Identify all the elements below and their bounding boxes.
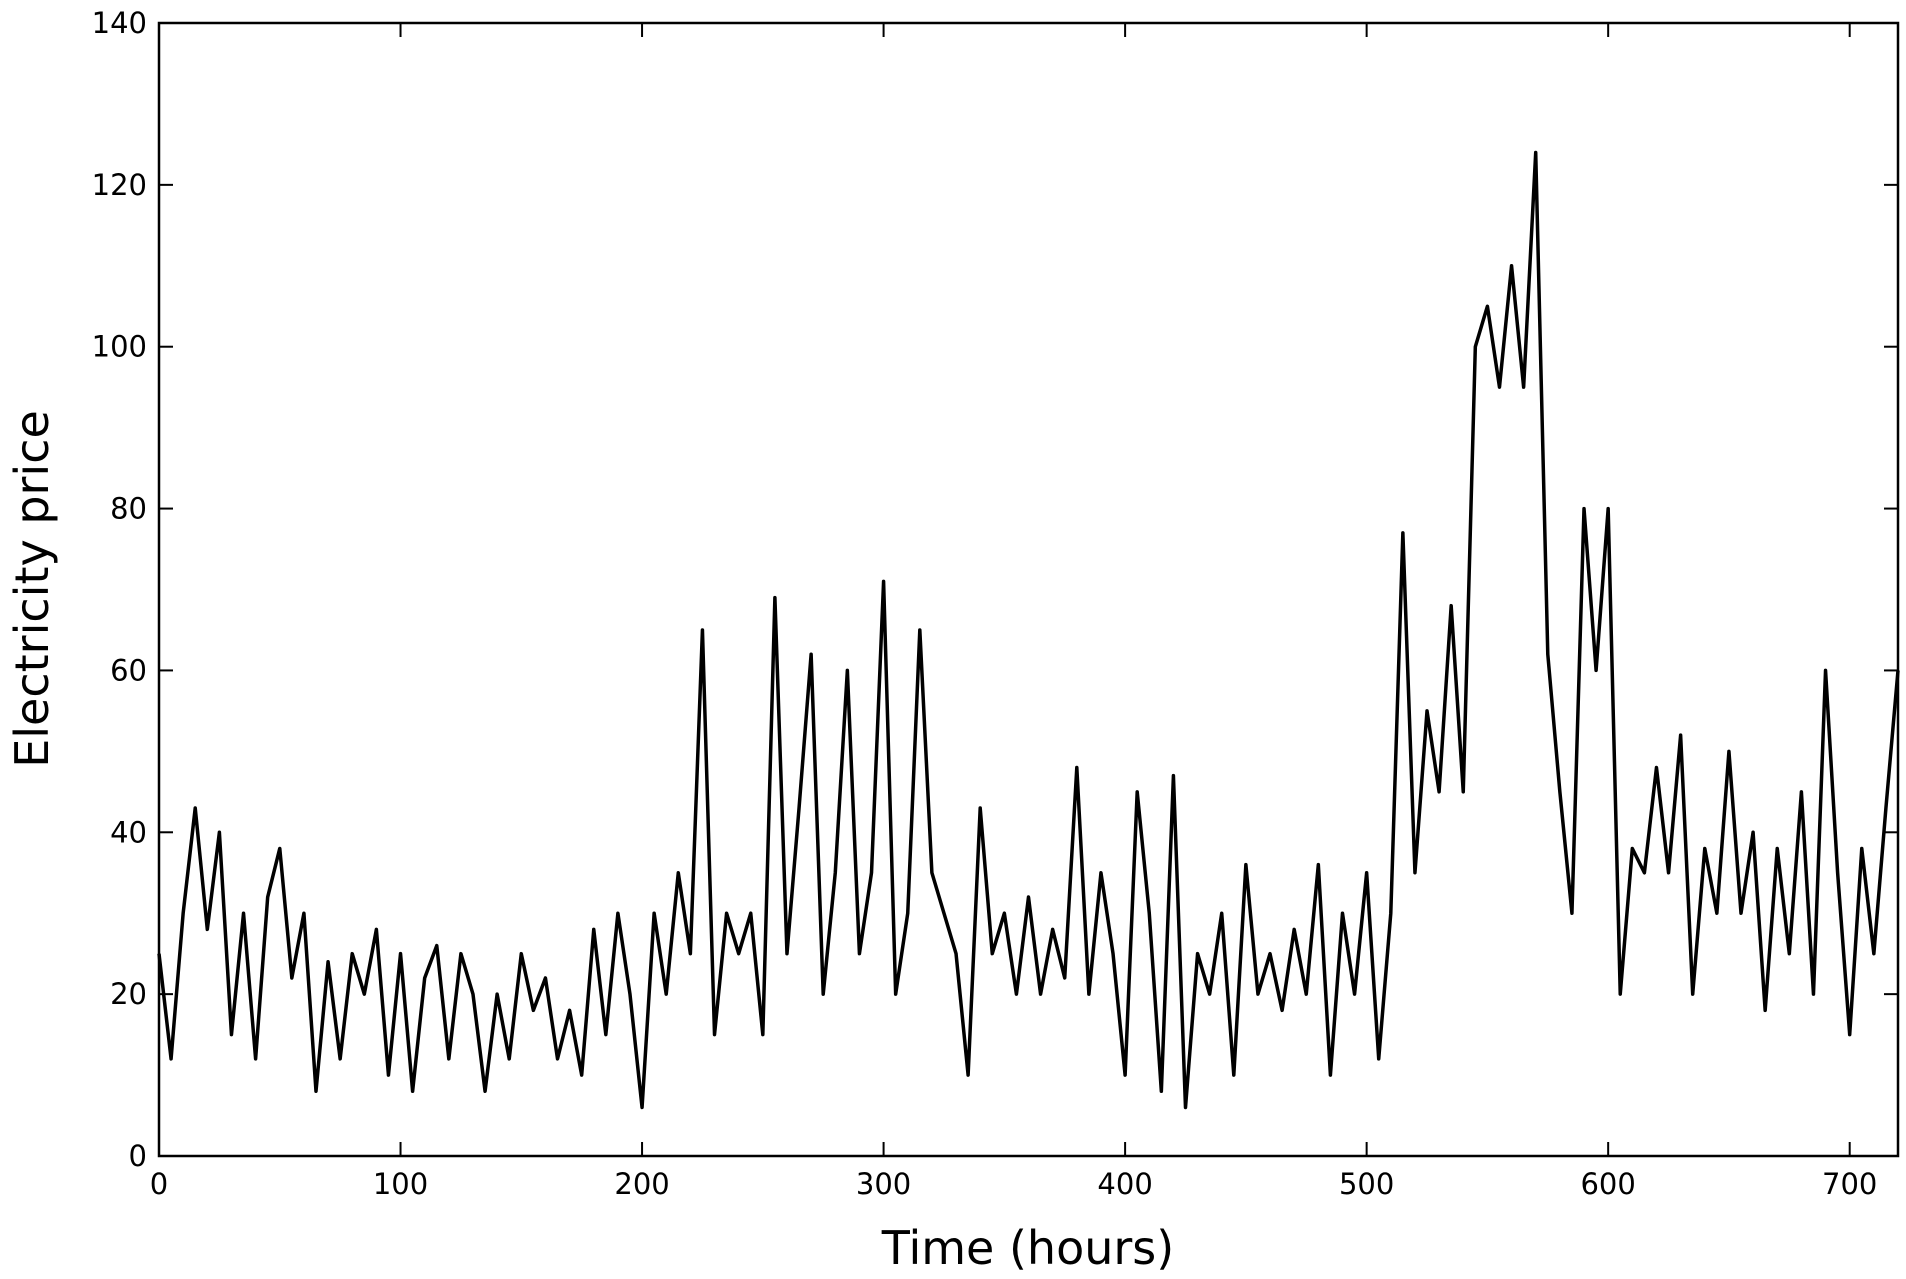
y-tick-label: 20 [110,977,147,1011]
y-axis-label: Electricity price [5,410,59,768]
x-tick-label: 100 [373,1167,428,1201]
x-tick-label: 0 [150,1167,168,1201]
x-tick-label: 400 [1097,1167,1152,1201]
x-axis-label: Time (hours) [881,1221,1174,1275]
x-tick-label: 300 [856,1167,911,1201]
y-tick-label: 100 [92,330,147,364]
plot-frame [157,21,1900,1158]
y-tick-label: 140 [92,6,147,40]
y-tick-label: 120 [92,168,147,202]
x-tick-label: 200 [614,1167,669,1201]
y-tick-label: 0 [129,1139,147,1173]
y-tick-label: 40 [110,815,147,849]
x-tick-label: 500 [1339,1167,1394,1201]
y-tick-label: 80 [110,492,147,526]
x-tick-label: 600 [1580,1167,1635,1201]
y-tick-label: 60 [110,653,147,687]
x-tick-label: 700 [1822,1167,1877,1201]
price-line [157,150,1900,1110]
